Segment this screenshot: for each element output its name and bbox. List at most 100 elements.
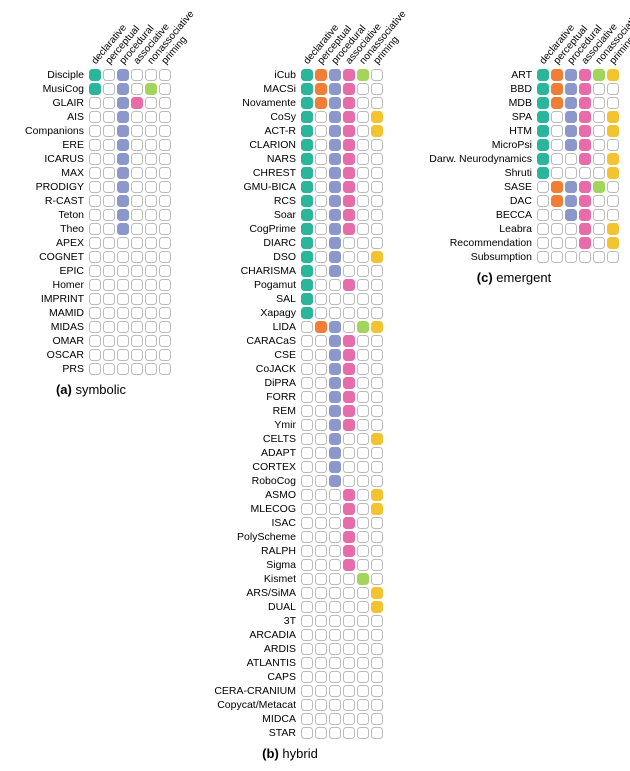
table-row: Homer (10, 278, 172, 292)
cell (116, 138, 130, 152)
cell (356, 656, 370, 670)
cell (370, 166, 384, 180)
cell (130, 306, 144, 320)
cell (356, 474, 370, 488)
cell (592, 82, 606, 96)
cell (328, 208, 342, 222)
cell (158, 334, 172, 348)
cell (356, 502, 370, 516)
cell (606, 82, 620, 96)
cell (550, 124, 564, 138)
cell (328, 586, 342, 600)
row-label: EPIC (10, 265, 88, 277)
cell (370, 306, 384, 320)
cell (88, 180, 102, 194)
column-header-declarative: declarative (88, 10, 102, 66)
table-row: Pogamut (196, 278, 384, 292)
row-label: MAX (10, 167, 88, 179)
cell (300, 432, 314, 446)
cell (328, 726, 342, 740)
column-headers: declarativeperceptualproceduralassociati… (200, 10, 384, 66)
cell (116, 362, 130, 376)
cell (300, 306, 314, 320)
cell (300, 110, 314, 124)
row-label: ARCADIA (196, 629, 300, 641)
cell (314, 544, 328, 558)
cell (592, 180, 606, 194)
cell (116, 194, 130, 208)
cell (300, 698, 314, 712)
cell (536, 152, 550, 166)
cell (116, 180, 130, 194)
cell (370, 124, 384, 138)
cell (300, 166, 314, 180)
table-row: MAMID (10, 306, 172, 320)
row-label: Sigma (196, 559, 300, 571)
cell (116, 320, 130, 334)
row-label: CLARION (196, 139, 300, 151)
table-row: ARDIS (196, 642, 384, 656)
cell (342, 698, 356, 712)
cell (370, 180, 384, 194)
table-row: CHARISMA (196, 264, 384, 278)
panel-caption-letter: (b) (262, 746, 279, 761)
table-row: ARS/SiMA (196, 586, 384, 600)
row-label: DAC (408, 195, 536, 207)
cell (314, 278, 328, 292)
cell (300, 446, 314, 460)
table-row: Ymir (196, 418, 384, 432)
table-row: ATLANTIS (196, 656, 384, 670)
cell (300, 418, 314, 432)
cell (356, 110, 370, 124)
cell (130, 348, 144, 362)
table-row: Shruti (408, 166, 620, 180)
cell (314, 362, 328, 376)
table-row: MIDCA (196, 712, 384, 726)
cell (88, 82, 102, 96)
cell (116, 264, 130, 278)
cell (356, 460, 370, 474)
cell (342, 474, 356, 488)
cell (300, 712, 314, 726)
cell (370, 726, 384, 740)
table-row: CARACaS (196, 334, 384, 348)
cell (328, 138, 342, 152)
column-header-procedural: procedural (564, 10, 578, 66)
cell (314, 390, 328, 404)
cell (88, 278, 102, 292)
cell (116, 110, 130, 124)
cell (550, 194, 564, 208)
cell (88, 68, 102, 82)
row-label: 3T (196, 615, 300, 627)
cell (116, 292, 130, 306)
cell (314, 124, 328, 138)
cell (328, 124, 342, 138)
cell (130, 292, 144, 306)
cell (144, 278, 158, 292)
table-row: Recommendation (408, 236, 620, 250)
cell (102, 180, 116, 194)
cell (342, 460, 356, 474)
cell (342, 684, 356, 698)
row-label: GMU-BICA (196, 181, 300, 193)
cell (328, 180, 342, 194)
cell (314, 670, 328, 684)
cell (130, 236, 144, 250)
cell (144, 68, 158, 82)
row-label: ASMO (196, 489, 300, 501)
column-header-procedural: procedural (116, 10, 130, 66)
cell (370, 236, 384, 250)
table-row: BECCA (408, 208, 620, 222)
table-row: ISAC (196, 516, 384, 530)
cell (88, 166, 102, 180)
cell (314, 194, 328, 208)
cell (342, 572, 356, 586)
cell (328, 250, 342, 264)
row-label: LIDA (196, 321, 300, 333)
table-row: ACT-R (196, 124, 384, 138)
row-label: CoJACK (196, 363, 300, 375)
column-header-priming: priming (370, 10, 384, 66)
table-row: SASE (408, 180, 620, 194)
cell (328, 264, 342, 278)
panel-b: declarativeperceptualproceduralassociati… (196, 10, 384, 761)
